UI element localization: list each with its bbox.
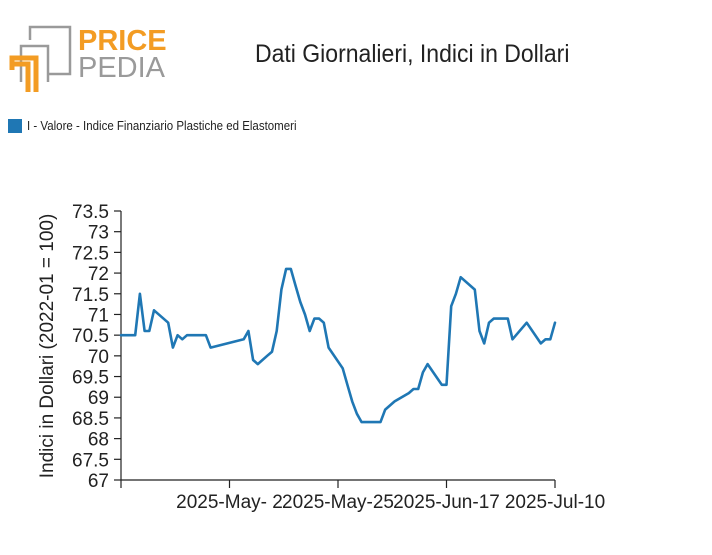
y-tick-label: 68	[88, 430, 109, 451]
y-tick-label: 68.5	[72, 409, 109, 430]
x-tick-label: 2025-Jul-10	[505, 492, 605, 513]
pricepedia-logo-mark: PRICE PEDIA	[9, 25, 167, 92]
y-tick-label: 69.5	[72, 368, 109, 389]
x-tick-label: 2025-May-25	[282, 492, 394, 513]
y-tick-label: 67	[88, 471, 109, 492]
legend-swatch	[8, 119, 22, 133]
x-tick-label: 2025-May- 2	[176, 492, 283, 513]
y-axis: 6767.56868.56969.57070.57171.57272.57373…	[72, 202, 122, 492]
y-tick-label: 73	[88, 223, 109, 244]
series-layer	[119, 267, 557, 424]
y-tick-label: 69	[88, 388, 109, 409]
series-line	[119, 267, 557, 424]
y-axis-label: Indici in Dollari (2022-01 = 100)	[37, 214, 58, 479]
logo-text-price: PRICE	[78, 25, 167, 57]
x-tick-label: 2025-Jun-17	[393, 492, 500, 513]
logo-text-pedia: PEDIA	[78, 52, 166, 84]
y-tick-label: 71	[88, 305, 109, 326]
chart-title: Dati Giornalieri, Indici in Dollari	[255, 40, 570, 68]
y-tick-label: 71.5	[72, 285, 109, 306]
y-tick-label: 72	[88, 264, 109, 285]
y-tick-label: 67.5	[72, 450, 109, 471]
legend-label: I - Valore - Indice Finanziario Plastich…	[27, 119, 297, 133]
y-tick-label: 72.5	[72, 243, 109, 264]
y-tick-label: 70	[88, 347, 109, 368]
y-tick-label: 70.5	[72, 326, 109, 347]
y-tick-label: 73.5	[72, 202, 109, 223]
legend: I - Valore - Indice Finanziario Plastich…	[8, 119, 320, 133]
pricepedia-logo: PRICE PEDIA	[8, 22, 168, 94]
x-axis: 2025-May- 2 2025-May-25 2025-Jun-17 2025-Ju…	[120, 479, 605, 513]
